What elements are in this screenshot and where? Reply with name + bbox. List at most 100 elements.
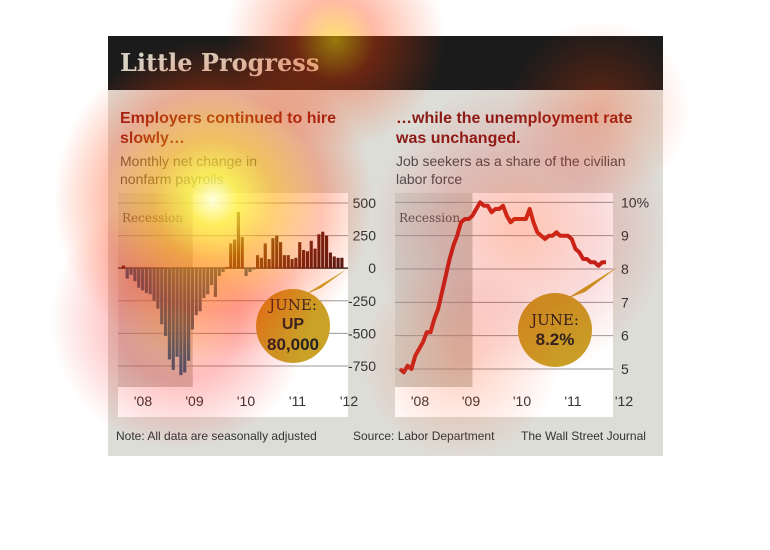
bar bbox=[198, 268, 202, 312]
bar bbox=[129, 268, 133, 275]
bar bbox=[256, 255, 260, 269]
bar bbox=[213, 268, 217, 297]
x-tick-label: '10 bbox=[237, 393, 255, 409]
bar bbox=[259, 257, 263, 269]
bar bbox=[152, 268, 156, 301]
footer-credit: The Wall Street Journal bbox=[521, 429, 646, 443]
bar bbox=[325, 235, 329, 269]
y-tick-label: -500 bbox=[348, 325, 376, 341]
bar bbox=[171, 268, 175, 370]
bar bbox=[167, 268, 171, 360]
callout-line-1: JUNE: bbox=[529, 311, 579, 329]
bar bbox=[125, 268, 129, 279]
bar bbox=[309, 240, 313, 269]
footer: Note: All data are seasonally adjusted S… bbox=[108, 429, 663, 447]
bar bbox=[156, 268, 160, 309]
bar bbox=[302, 249, 306, 269]
bar bbox=[275, 235, 279, 269]
x-tick-label: '11 bbox=[289, 393, 306, 409]
bar bbox=[133, 268, 137, 282]
x-tick-label: '09 bbox=[462, 393, 480, 409]
x-tick-label: '12 bbox=[615, 393, 633, 409]
bar bbox=[175, 268, 179, 357]
bar bbox=[221, 268, 225, 273]
bar bbox=[332, 256, 336, 269]
y-tick-label: 500 bbox=[353, 195, 377, 211]
x-tick-label: '12 bbox=[340, 393, 358, 409]
bar bbox=[141, 268, 145, 291]
callout-line-3: 80,000 bbox=[267, 335, 319, 354]
callout-line-2: UP bbox=[282, 316, 305, 333]
bar bbox=[282, 255, 286, 269]
bar bbox=[252, 268, 256, 270]
bar bbox=[248, 268, 252, 273]
bar bbox=[267, 259, 271, 269]
footer-source: Source: Labor Department bbox=[353, 429, 495, 443]
recession-label: Recession bbox=[399, 211, 460, 225]
bar bbox=[179, 268, 183, 376]
bar bbox=[286, 255, 290, 269]
bar bbox=[194, 268, 198, 316]
bar bbox=[263, 243, 267, 269]
bar bbox=[225, 266, 229, 269]
footer-note: Note: All data are seasonally adjusted bbox=[116, 429, 317, 443]
x-tick-label: '09 bbox=[185, 393, 203, 409]
bar bbox=[183, 268, 187, 373]
y-tick-label: 0 bbox=[368, 260, 376, 276]
bar bbox=[190, 268, 194, 330]
bar bbox=[328, 252, 332, 269]
unemployment-line-chart: Recession 10% 9 8 7 6 5 '08 '09 '10 '11 '12 JUNE:… bbox=[395, 193, 649, 417]
y-tick-label: 8 bbox=[621, 261, 629, 277]
y-tick-label: 10% bbox=[621, 194, 649, 210]
x-tick-label: '08 bbox=[134, 393, 152, 409]
bar bbox=[202, 268, 206, 299]
bar bbox=[236, 212, 240, 269]
bar bbox=[137, 268, 141, 288]
bar bbox=[313, 248, 317, 269]
y-tick-label: 7 bbox=[621, 294, 629, 310]
y-tick-label: -750 bbox=[348, 358, 376, 374]
bar bbox=[206, 268, 210, 295]
recession-label: Recession bbox=[122, 211, 183, 225]
title-banner: Little Progress bbox=[108, 36, 663, 90]
y-tick-label: -250 bbox=[348, 293, 376, 309]
y-tick-label: 6 bbox=[621, 328, 629, 344]
bar bbox=[340, 257, 344, 269]
infographic-card: Little Progress Employers continued to h… bbox=[108, 36, 663, 456]
bar bbox=[294, 257, 298, 269]
bar bbox=[279, 242, 283, 269]
bar bbox=[160, 268, 164, 325]
bar bbox=[244, 268, 248, 277]
y-tick-label: 5 bbox=[621, 361, 629, 377]
bar bbox=[144, 268, 148, 293]
bar bbox=[298, 242, 302, 269]
bar bbox=[233, 239, 237, 269]
x-tick-label: '10 bbox=[513, 393, 531, 409]
bar bbox=[336, 257, 340, 269]
bar bbox=[148, 268, 152, 295]
right-subtitle: Job seekers as a share of the civilian l… bbox=[396, 153, 626, 187]
bar bbox=[229, 243, 233, 269]
right-headline: …while the unemployment rate was unchang… bbox=[396, 110, 633, 147]
bar bbox=[210, 268, 214, 286]
x-tick-label: '08 bbox=[411, 393, 429, 409]
bar bbox=[240, 236, 244, 269]
bar bbox=[121, 265, 125, 269]
bar bbox=[305, 251, 309, 269]
bar bbox=[271, 238, 275, 269]
callout-line-1: JUNE: bbox=[267, 296, 317, 314]
x-tick-label: '11 bbox=[564, 393, 581, 409]
y-tick-label: 9 bbox=[621, 228, 629, 244]
bar bbox=[317, 234, 321, 269]
left-subtitle: Monthly net change in nonfarm payrolls bbox=[120, 153, 257, 187]
bar bbox=[187, 268, 191, 361]
payrolls-bar-chart: Recession 500 250 0 -250 -500 -750 '08 '09 '10 '… bbox=[118, 193, 377, 417]
bar bbox=[321, 231, 325, 269]
y-tick-label: 250 bbox=[353, 228, 377, 244]
bar bbox=[164, 268, 168, 336]
callout-line-2: 8.2% bbox=[536, 330, 575, 349]
bar bbox=[217, 268, 221, 277]
bar bbox=[290, 259, 294, 269]
banner-title: Little Progress bbox=[120, 48, 320, 77]
left-headline: Employers continued to hire slowly… bbox=[120, 110, 337, 147]
